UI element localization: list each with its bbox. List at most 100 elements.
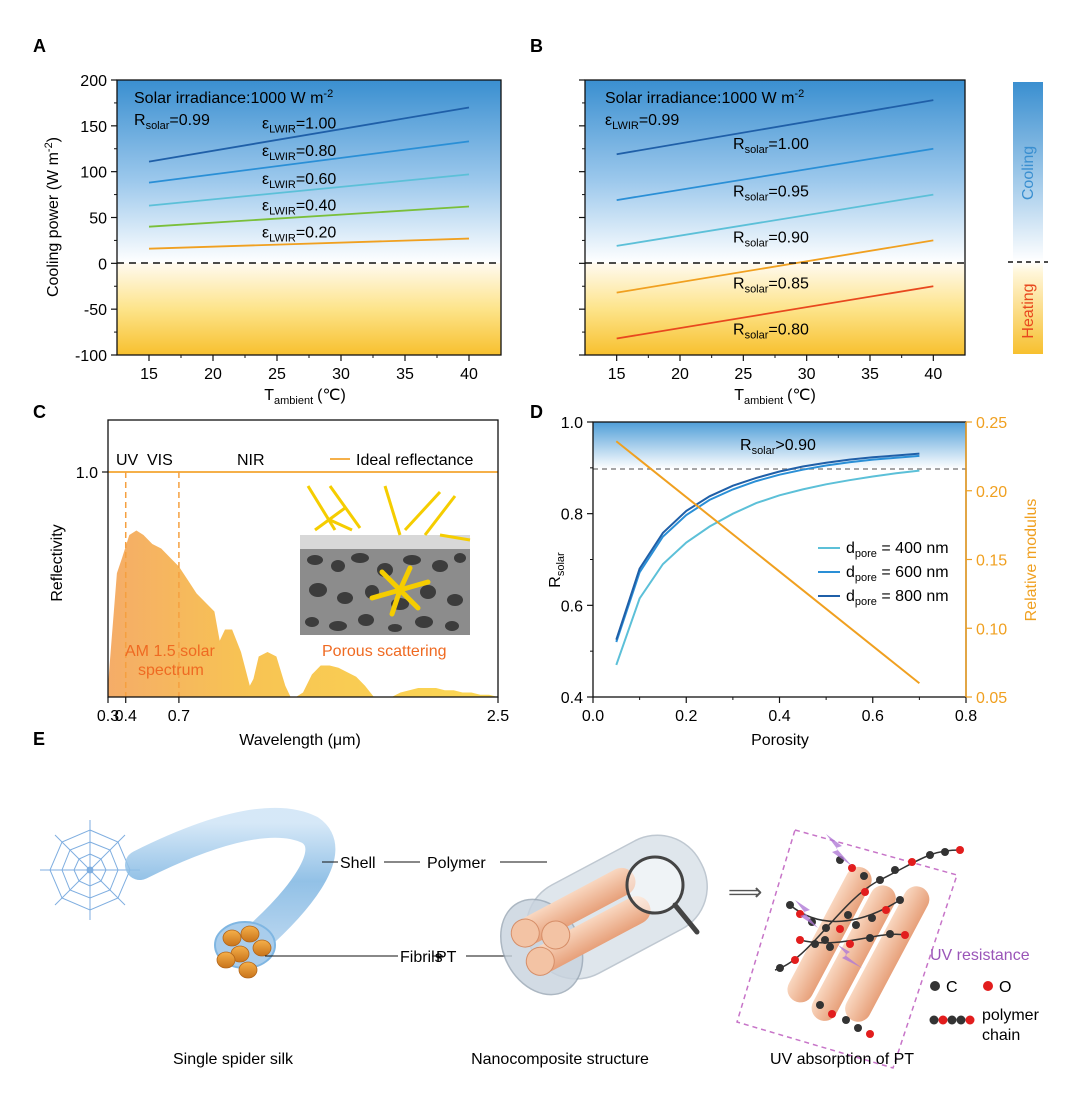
series-label-4: εLWIR=0.20	[262, 225, 336, 245]
x-tick-label: 20	[671, 366, 689, 383]
series-line-4	[616, 285, 934, 340]
series-lines	[616, 99, 934, 340]
series-label-3: εLWIR=0.40	[262, 198, 336, 218]
series-line-0	[616, 99, 934, 156]
series-lines	[615, 440, 920, 685]
x-tick-label: 25	[268, 366, 286, 383]
series-label-1: εLWIR=0.80	[262, 143, 336, 163]
cooling-region	[585, 80, 965, 263]
fibrils-bundle	[216, 925, 272, 979]
cooling-region	[117, 80, 501, 263]
caption-nanocomposite: Nanocomposite structure	[471, 1051, 649, 1068]
x-tick-label: 35	[861, 366, 879, 383]
series-line-2	[148, 173, 470, 207]
x-tick-label: 40	[924, 366, 942, 383]
series-label-0: Rsolar=1.00	[733, 136, 809, 156]
cooling-heating-bar: Cooling Heating	[1008, 82, 1048, 354]
series-label-3: Rsolar=0.85	[733, 276, 809, 296]
x-axis-label: Tambient (℃)	[264, 387, 346, 407]
x-tick-label: 0.0	[582, 708, 604, 725]
legend-chain-1: polymer	[982, 1007, 1040, 1024]
heating-region	[117, 263, 501, 355]
series-line-0	[615, 469, 920, 666]
y-tick-label: 200	[80, 73, 107, 90]
x-tick-label: 0.8	[955, 708, 977, 725]
legend-ideal-reflectance: Ideal reflectance	[356, 452, 474, 469]
uv-resistance-label: UV resistance	[930, 947, 1030, 964]
y-tick-label: 50	[89, 211, 107, 228]
y2-axis-label: Relative modulus	[1023, 499, 1040, 622]
x-tick-label: 0.4	[115, 708, 137, 725]
annotation-irradiance: Solar irradiance:1000 W m-2	[605, 88, 804, 107]
plot-frame	[107, 419, 499, 698]
porous-film	[300, 545, 470, 635]
solar-spectrum-label-2: spectrum	[138, 662, 204, 679]
carbon-atom-icon	[930, 981, 940, 991]
series-line-1	[148, 140, 470, 184]
axes: 15 20 25 30 35 40 -100 -50 0 50 100 150 200	[75, 73, 478, 383]
legend-entry-0: dpore = 400 nm	[846, 540, 949, 560]
axes: 15 20 25 30 35 40	[579, 79, 942, 383]
x-tick-label: 40	[460, 366, 478, 383]
series-line-1	[616, 147, 934, 201]
threshold-label: Rsolar>0.90	[740, 437, 816, 457]
threshold-region	[593, 422, 966, 469]
panel-label-d: D	[530, 402, 543, 422]
band-vis: VIS	[147, 452, 173, 469]
legend: dpore = 400 nm dpore = 600 nm dpore = 800 …	[818, 540, 949, 608]
solar-spectrum-area	[108, 530, 498, 697]
y2-tick-label: 0.25	[976, 415, 1007, 432]
y-tick-label: 0.4	[561, 690, 583, 707]
x-tick-label: 15	[608, 366, 626, 383]
cooling-label: Cooling	[1020, 146, 1037, 200]
y2-tick-label: 0.05	[976, 690, 1007, 707]
panel-a: A εLWIR=1.00 εLWIR=0.80 εLWIR=0.60 εLWIR=0.…	[33, 36, 502, 407]
porous-film-illustration	[300, 485, 471, 635]
heating-region	[585, 263, 965, 355]
x-tick-label: 25	[734, 366, 752, 383]
uv-absorption-illustration	[736, 829, 964, 1069]
series-labels: Rsolar=1.00 Rsolar=0.95 Rsolar=0.90 Rsolar=…	[733, 136, 809, 341]
porous-scattering-label: Porous scattering	[322, 643, 447, 660]
fibrils-label: Fibrils	[400, 949, 443, 966]
series-line-0	[148, 106, 470, 163]
legend-entry-1: dpore = 600 nm	[846, 564, 949, 584]
y-tick-label: 0.8	[561, 507, 583, 524]
annotation-elwir: εLWIR=0.99	[605, 112, 679, 132]
band-uv: UV	[116, 452, 139, 469]
modulus-line	[615, 440, 920, 685]
dashed-box	[736, 829, 958, 1069]
y-tick-label: 150	[80, 119, 107, 136]
silk-fiber-illustration	[125, 807, 336, 979]
series-line-3	[148, 205, 470, 228]
x-tick-label: 35	[396, 366, 414, 383]
y2-tick-label: 0.15	[976, 553, 1007, 570]
polymer-label: Polymer	[427, 855, 486, 872]
y2-tick-label: 0.10	[976, 621, 1007, 638]
solar-spectrum-label-1: AM 1.5 solar	[125, 643, 215, 660]
x-tick-label: 0.3	[97, 708, 119, 725]
scattered-rays	[369, 565, 431, 617]
pt-label: PT	[436, 949, 457, 966]
legend-chain-2: chain	[982, 1027, 1020, 1044]
annotation-irradiance: Solar irradiance:1000 W m-2	[134, 88, 333, 107]
panel-label-e: E	[33, 729, 45, 749]
panel-c: C 0.30.4 0.7 2.5 1.0 UV VIS NIR Ideal refle…	[33, 402, 509, 749]
panel-label-a: A	[33, 36, 46, 56]
series-labels: εLWIR=1.00 εLWIR=0.80 εLWIR=0.60 εLWIR=0.40…	[262, 116, 336, 245]
uv-lightning-icons	[795, 834, 862, 968]
y-tick-label: 0	[98, 256, 107, 273]
axes: 0.30.4 0.7 2.5 1.0	[76, 465, 509, 725]
y-tick-label: 1.0	[561, 415, 583, 432]
series-label-2: Rsolar=0.90	[733, 229, 809, 249]
series-label-1: Rsolar=0.95	[733, 183, 809, 203]
panel-b: B Rsolar=1.00Rsolar=0.95Rsolar=0.90Rsola…	[530, 36, 966, 407]
y-axis-label: Reflectivity	[49, 524, 66, 601]
x-axis-label: Porosity	[751, 732, 809, 749]
caption-spider-silk: Single spider silk	[173, 1051, 294, 1068]
oxygen-atom-icon	[983, 981, 993, 991]
y-tick-label: -50	[84, 302, 107, 319]
series-label-0: εLWIR=1.00	[262, 116, 336, 136]
series-line-4	[148, 237, 470, 250]
x-tick-label: 2.5	[487, 708, 509, 725]
